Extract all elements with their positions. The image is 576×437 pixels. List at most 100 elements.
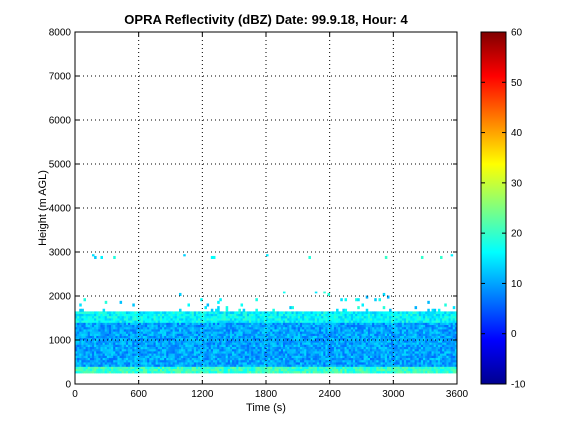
heatmap-cell [268, 318, 271, 321]
heatmap-cell [130, 351, 133, 354]
heatmap-cell [338, 335, 341, 339]
heatmap-cell [115, 313, 118, 317]
heatmap-cell [242, 368, 246, 372]
heatmap-cell [416, 313, 420, 317]
heatmap-cell [219, 342, 222, 345]
heatmap-cell [293, 342, 297, 345]
heatmap-cell [333, 335, 337, 339]
heatmap-cell [89, 340, 93, 343]
heatmap-cell [251, 344, 254, 347]
heatmap-cell [420, 313, 424, 317]
heatmap-cell [147, 313, 150, 317]
heatmap-cell [89, 351, 93, 354]
heatmap-cell [395, 366, 398, 369]
heatmap-cell [212, 322, 216, 325]
heatmap-cell [399, 362, 403, 365]
heatmap-cell [75, 351, 78, 354]
heatmap-cell [85, 311, 89, 314]
heatmap-cell [79, 324, 82, 328]
heatmap-cell [261, 351, 265, 354]
heatmap-cell [376, 344, 379, 347]
heatmap-cell [259, 348, 263, 352]
heatmap-cell [219, 324, 222, 328]
heatmap-cell [225, 344, 229, 347]
heatmap-cell [278, 326, 282, 330]
heatmap-cell [437, 362, 441, 365]
heatmap-cell [170, 326, 174, 330]
heatmap-cell [401, 364, 405, 367]
heatmap-cell [149, 368, 152, 372]
heatmap-cell [299, 370, 303, 374]
heatmap-cell [282, 320, 286, 323]
heatmap-cell [312, 366, 316, 369]
heatmap-cell [323, 348, 326, 352]
heatmap-cell [276, 318, 280, 321]
heatmap-cell [225, 357, 229, 361]
heatmap-cell [299, 362, 303, 365]
heatmap-cell [429, 362, 432, 365]
heatmap-cell [149, 331, 152, 334]
heatmap-cell [219, 344, 222, 347]
heatmap-cell [208, 315, 212, 319]
heatmap-cell [136, 368, 140, 372]
heatmap-cell [420, 331, 424, 334]
heatmap-cell [399, 368, 403, 372]
heatmap-cell [217, 342, 220, 345]
heatmap-cell [174, 351, 178, 354]
heatmap-cell [75, 313, 78, 317]
heatmap-cell [431, 326, 435, 330]
heatmap-cell [338, 344, 341, 347]
heatmap-cell [229, 342, 233, 345]
heatmap-cell [104, 348, 108, 352]
heatmap-cell [410, 359, 413, 363]
heatmap-cell [142, 359, 146, 363]
heatmap-cell [255, 322, 258, 325]
heatmap-cell [145, 326, 148, 330]
heatmap-cell [178, 346, 182, 350]
heatmap-cell [157, 357, 161, 361]
heatmap-cell [406, 348, 409, 352]
heatmap-cell [225, 320, 229, 323]
heatmap-cell [83, 357, 87, 361]
heatmap-cell [91, 311, 95, 314]
heatmap-cell [293, 324, 297, 328]
heatmap-cell [321, 364, 324, 367]
heatmap-cell [195, 322, 199, 325]
heatmap-cell [138, 333, 142, 336]
heatmap-cell [454, 355, 457, 358]
heatmap-cell [251, 322, 254, 325]
heatmap-cell [295, 364, 299, 367]
heatmap-cell [174, 362, 178, 365]
heatmap-cell [145, 364, 148, 367]
heatmap-cell [123, 359, 127, 363]
heatmap-cell [278, 324, 282, 328]
heatmap-cell [331, 322, 335, 325]
heatmap-cell [232, 348, 235, 352]
heatmap-cell [340, 320, 343, 323]
heatmap-cell [431, 357, 435, 361]
heatmap-cell [151, 366, 154, 369]
heatmap-cell [344, 353, 348, 356]
heatmap-cell [297, 342, 301, 345]
heatmap-cell [389, 318, 392, 321]
heatmap-cell [391, 322, 394, 325]
heatmap-cell [98, 366, 101, 369]
heatmap-cell [304, 337, 307, 341]
heatmap-cell [132, 313, 135, 317]
heatmap-cell [244, 335, 248, 339]
heatmap-cell [208, 353, 212, 356]
heatmap-cell [314, 326, 318, 330]
heatmap-cell [94, 370, 97, 374]
heatmap-cell [418, 346, 422, 350]
heatmap-cell [274, 344, 278, 347]
heatmap-cell [238, 331, 241, 334]
heatmap-cell [185, 364, 188, 367]
heatmap-cell [342, 313, 345, 317]
heatmap-cell [121, 329, 125, 332]
heatmap-cell [416, 351, 420, 354]
heatmap-cell [295, 340, 299, 343]
heatmap-cell [355, 315, 358, 319]
heatmap-cell [325, 359, 328, 363]
heatmap-cell [308, 335, 311, 339]
heatmap-cell [314, 364, 318, 367]
